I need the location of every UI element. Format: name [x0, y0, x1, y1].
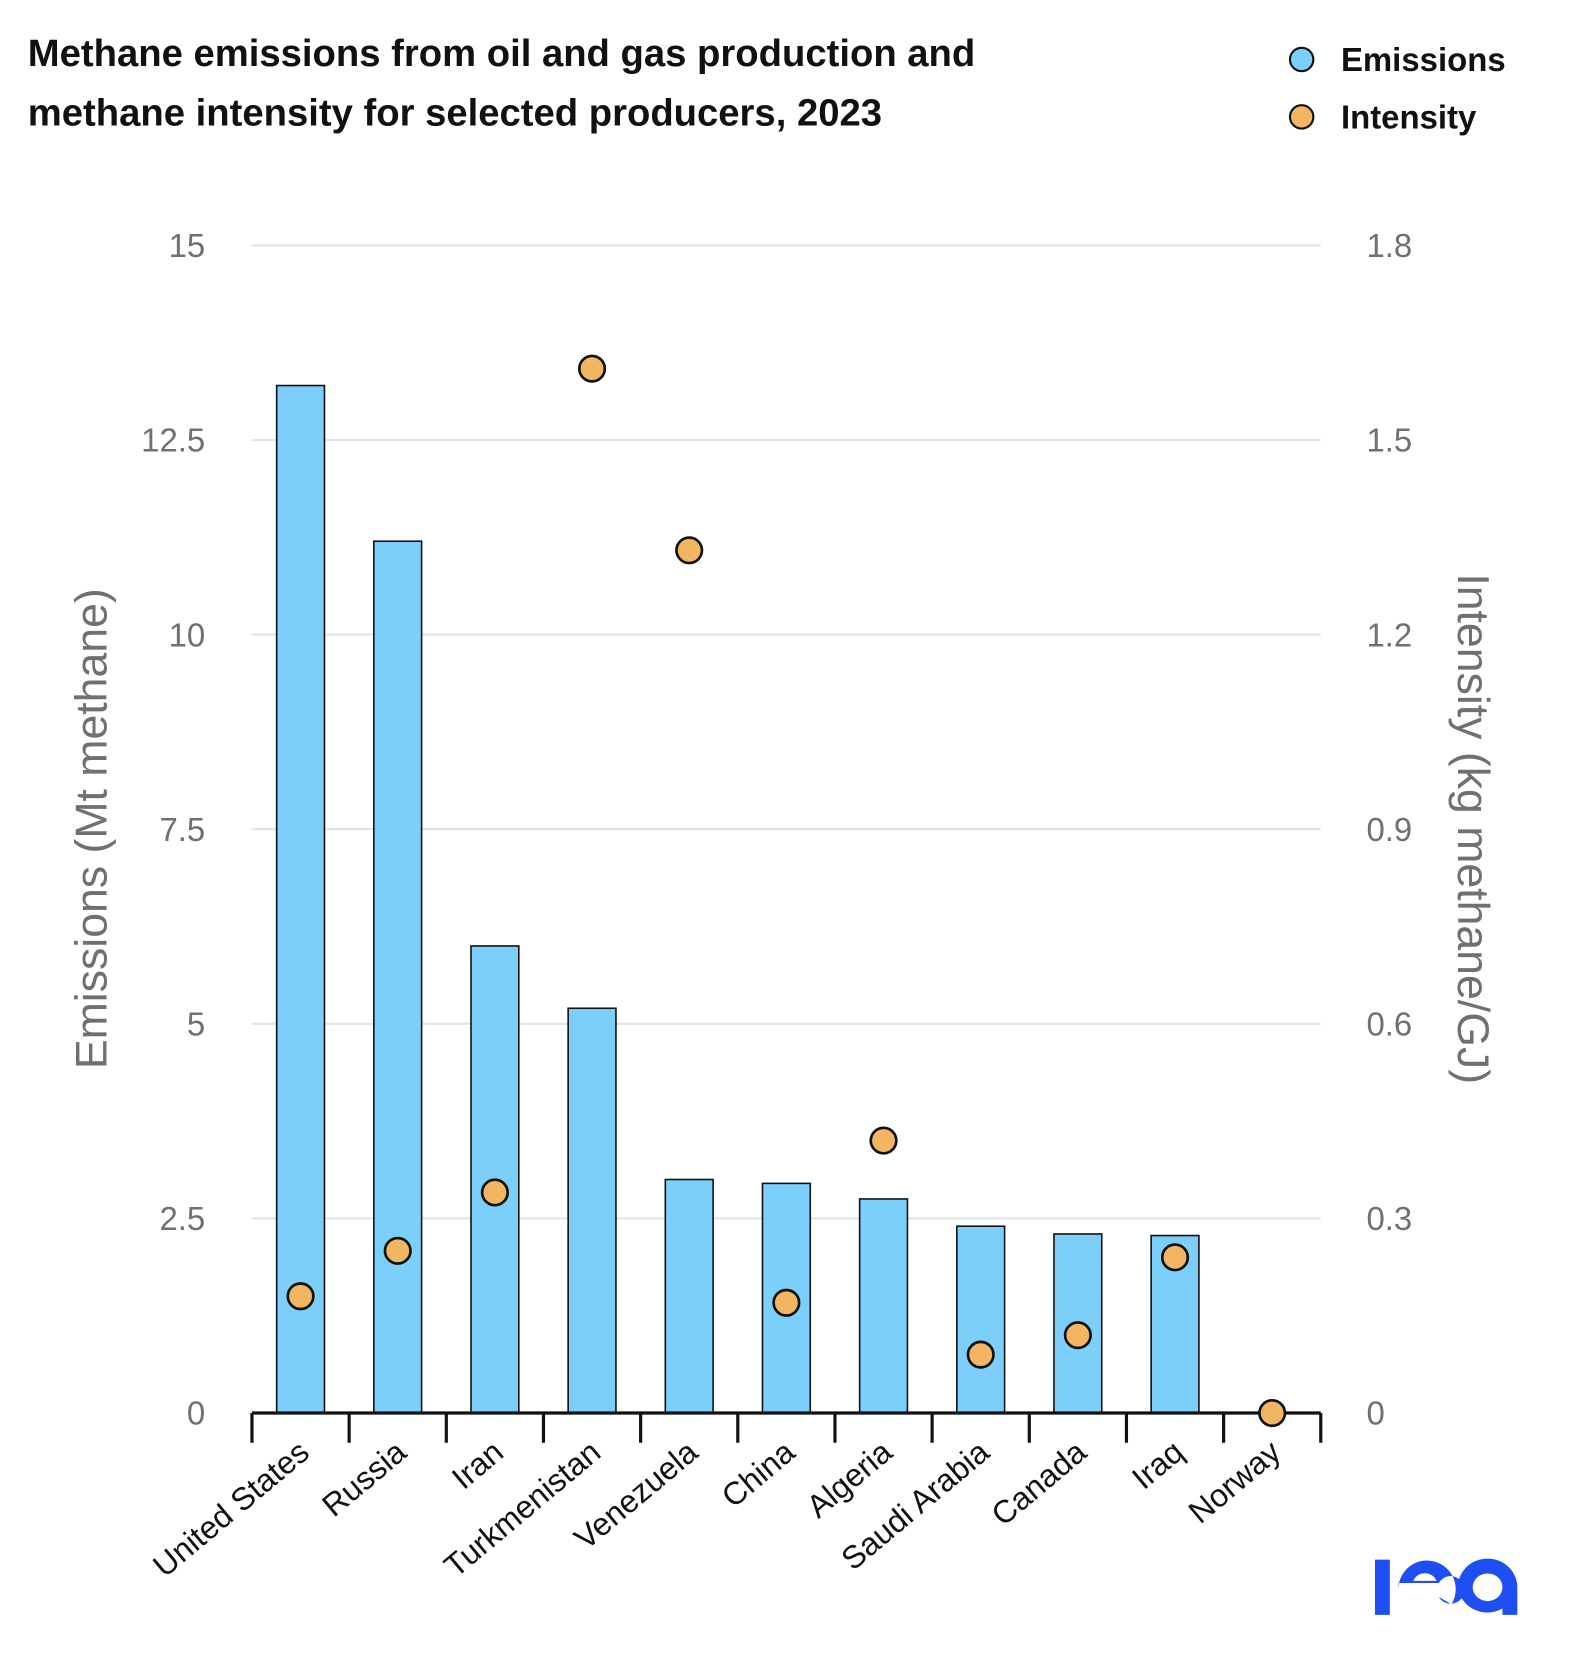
category-label: China: [715, 1433, 802, 1514]
right-tick-label: 0.3: [1366, 1200, 1412, 1237]
category-label: Iran: [445, 1433, 510, 1496]
category-label: Iraq: [1125, 1433, 1190, 1496]
legend-label-emissions: Emissions: [1341, 41, 1506, 78]
left-tick-label: 7.5: [159, 811, 205, 848]
chart-title-line-1: Methane emissions from oil and gas produ…: [28, 32, 975, 75]
right-tick-label: 0.6: [1366, 1006, 1412, 1043]
category-label: Canada: [984, 1433, 1093, 1532]
legend-marker-emissions: [1288, 46, 1315, 73]
bar-russia: [373, 540, 423, 1414]
right-tick-label: 1.5: [1366, 422, 1412, 459]
point-russia: [383, 1236, 412, 1265]
bar-turkmenistan: [567, 1007, 617, 1414]
bar-united-states: [275, 384, 326, 1414]
category-label: Norway: [1181, 1433, 1287, 1530]
point-norway: [1258, 1398, 1287, 1428]
legend-label-intensity: Intensity: [1341, 99, 1477, 136]
point-iran: [480, 1178, 509, 1207]
gridlines: [251, 244, 1321, 1220]
bar-algeria: [858, 1198, 909, 1414]
left-tick-label: 10: [169, 616, 206, 653]
intensity-points: [286, 354, 1287, 1428]
category-label: United States: [146, 1433, 316, 1584]
bar-saudi-arabia: [956, 1225, 1006, 1414]
left-tick-label: 0: [187, 1395, 205, 1432]
right-tick-label: 1.8: [1366, 227, 1412, 264]
right-tick-label: 0.9: [1366, 811, 1412, 848]
point-turkmenistan: [577, 354, 607, 383]
left-tick-label: 2.5: [159, 1200, 205, 1237]
point-iraq: [1160, 1243, 1190, 1272]
category-label: Russia: [315, 1433, 413, 1523]
chart-title-line-2: methane intensity for selected producers…: [28, 91, 882, 134]
left-axis-label: Emissions (Mt methane): [67, 588, 116, 1069]
legend-marker-intensity: [1288, 104, 1315, 130]
right-axis-label: Intensity (kg methane/GJ): [1448, 573, 1497, 1084]
x-axis: [250, 1411, 1323, 1443]
left-axis-ticks: 0 2.5 5 7.5 10 12.5 15: [141, 227, 205, 1432]
point-venezuela: [675, 536, 704, 565]
point-algeria: [869, 1126, 898, 1155]
point-china: [772, 1288, 801, 1317]
left-tick-label: 12.5: [141, 422, 205, 459]
left-tick-label: 5: [187, 1006, 205, 1043]
iea-logo: [1374, 1558, 1518, 1615]
bar-venezuela: [664, 1178, 714, 1414]
right-axis-ticks: 0 0.3 0.6 0.9 1.2 1.5 1.8: [1366, 227, 1412, 1432]
right-tick-label: 1.2: [1366, 616, 1412, 653]
category-labels: United States Russia IranTurkmenistanVenez…: [146, 1433, 1287, 1584]
point-saudi-arabia: [966, 1340, 995, 1369]
point-united-states: [286, 1282, 315, 1311]
left-tick-label: 15: [169, 227, 206, 264]
emission-bars: [275, 384, 1200, 1414]
right-tick-label: 0: [1366, 1395, 1384, 1432]
legend: Emissions Intensity: [1288, 41, 1506, 136]
point-canada: [1063, 1321, 1092, 1350]
